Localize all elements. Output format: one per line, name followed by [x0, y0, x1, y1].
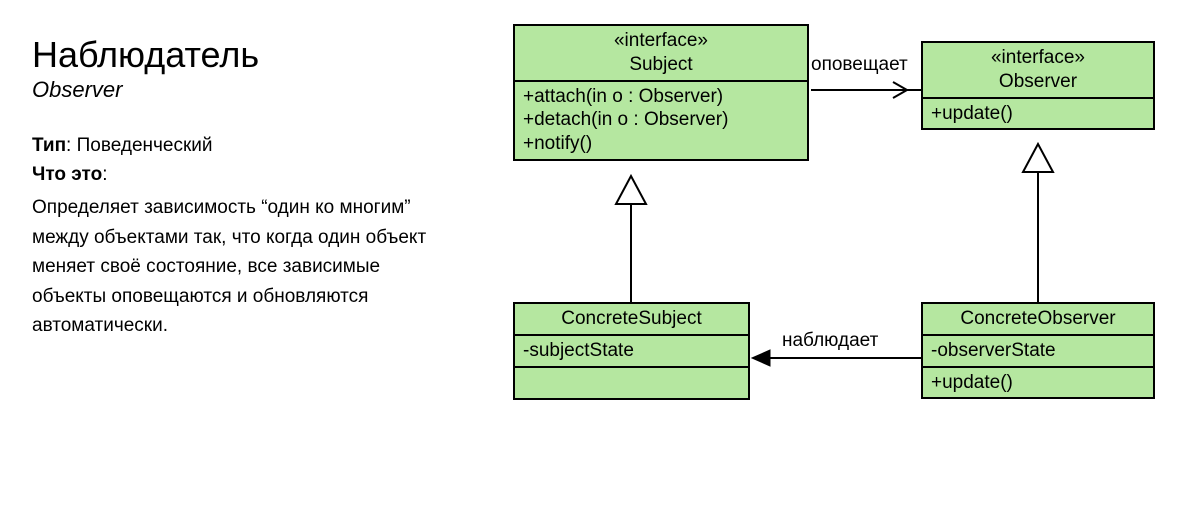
class-concrete-subject: ConcreteSubject -subjectState [513, 302, 750, 400]
label-notifies: оповещает [811, 54, 908, 76]
subject-op-detach: +detach(in o : Observer) [523, 108, 799, 132]
subject-stereotype: «interface» [523, 29, 799, 53]
class-observer: «interface» Observer +update() [921, 41, 1155, 130]
concrete-observer-attr-state: -observerState [931, 339, 1145, 363]
concrete-observer-op-update: +update() [931, 371, 1145, 395]
label-observes: наблюдает [782, 330, 878, 352]
concrete-subject-name: ConcreteSubject [561, 308, 701, 329]
concrete-observer-name: ConcreteObserver [960, 308, 1115, 329]
class-concrete-observer: ConcreteObserver -observerState +update(… [921, 302, 1155, 399]
subject-op-attach: +attach(in o : Observer) [523, 85, 799, 109]
edge-observes [752, 350, 921, 366]
edge-notifies [811, 82, 921, 98]
observer-stereotype: «interface» [931, 46, 1145, 70]
observer-name: Observer [999, 71, 1077, 92]
concrete-subject-attr-state: -subjectState [523, 339, 740, 363]
edge-co-realizes-observer [1023, 144, 1053, 302]
uml-diagram: «interface» Subject +attach(in o : Obser… [0, 0, 1197, 509]
observer-op-update: +update() [931, 102, 1145, 126]
subject-op-notify: +notify() [523, 132, 799, 156]
class-subject: «interface» Subject +attach(in o : Obser… [513, 24, 809, 161]
edge-cs-realizes-subject [616, 176, 646, 302]
subject-name: Subject [629, 54, 692, 75]
